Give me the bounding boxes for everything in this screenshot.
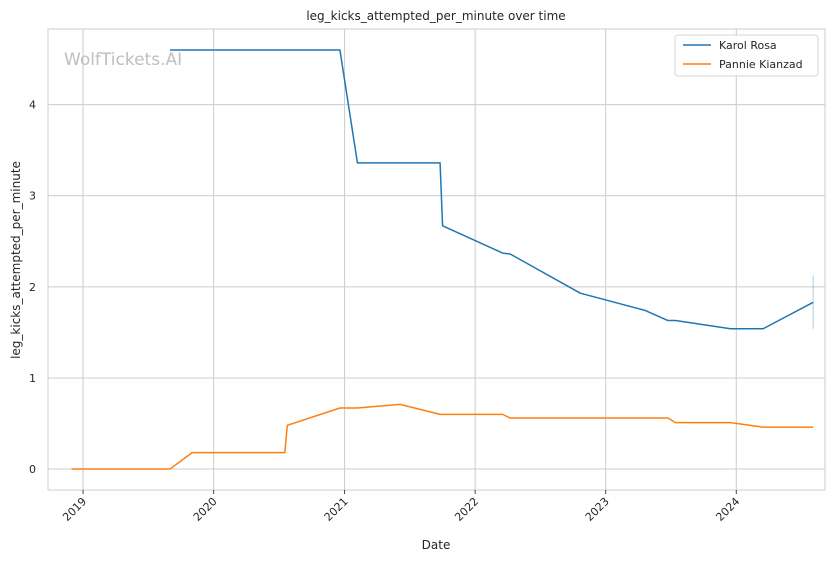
legend: Karol Rosa Pannie Kianzad	[674, 34, 819, 77]
y-axis-ticks: 0 1 2 3 4	[29, 99, 36, 476]
legend-label-karol-rosa: Karol Rosa	[719, 39, 777, 52]
x-tick-label: 2020	[191, 495, 220, 524]
x-tick-label: 2024	[713, 495, 742, 524]
x-axis-label: Date	[422, 538, 451, 552]
plot-area	[47, 28, 826, 491]
x-tick-label: 2022	[452, 495, 481, 524]
chart-title: leg_kicks_attempted_per_minute over time	[306, 9, 565, 23]
y-tick-label: 3	[29, 190, 36, 203]
y-tick-label: 0	[29, 463, 36, 476]
series-lines	[71, 49, 814, 470]
x-tick-label: 2021	[322, 495, 351, 524]
legend-label-pannie-kianzad: Pannie Kianzad	[719, 58, 803, 71]
series-line-pannie-kianzad	[71, 403, 814, 470]
series-line-karol-rosa	[169, 49, 814, 330]
watermark: WolfTickets.AI	[64, 50, 182, 70]
y-tick-label: 2	[29, 281, 36, 294]
y-axis-label: leg_kicks_attempted_per_minute	[9, 161, 23, 359]
x-tick-label: 2023	[583, 495, 612, 524]
y-tick-label: 4	[29, 99, 36, 112]
y-tick-label: 1	[29, 372, 36, 385]
x-tick-label: 2019	[60, 495, 89, 524]
x-axis-ticks: 2019 2020 2021 2022 2023 2024	[60, 490, 742, 524]
grid-lines	[48, 29, 825, 490]
